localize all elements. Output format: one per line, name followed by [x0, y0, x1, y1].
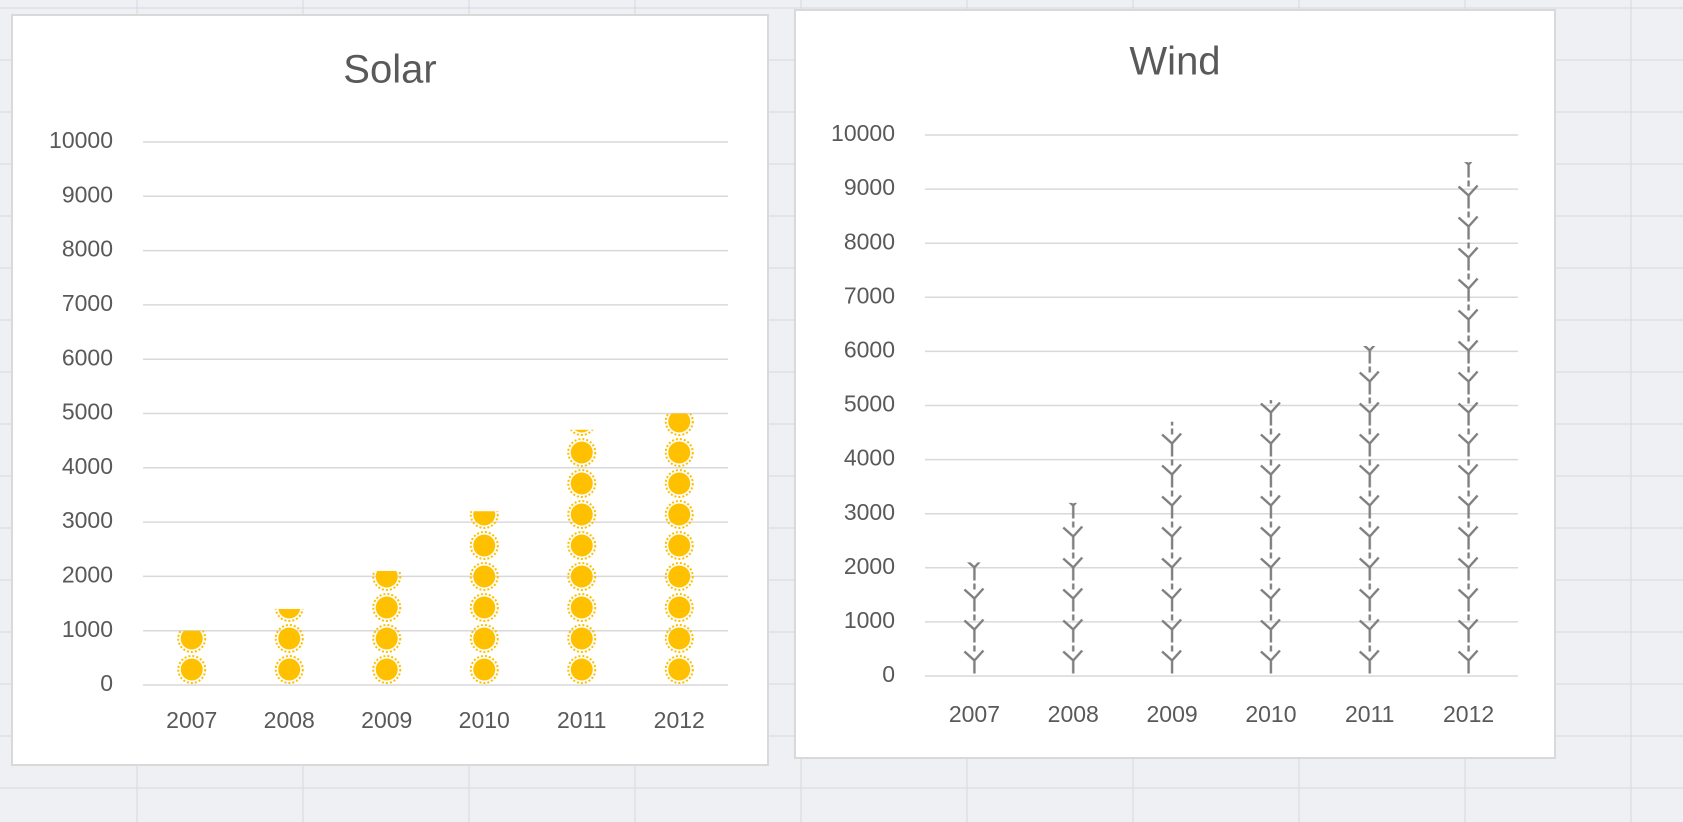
bar — [1345, 345, 1395, 676]
y-tick-label: 7000 — [844, 282, 895, 308]
bar — [1246, 400, 1296, 676]
y-tick-label: 10000 — [831, 120, 895, 146]
y-tick-label: 1000 — [62, 616, 113, 642]
x-tick-label: 2012 — [654, 707, 705, 733]
x-tick-label: 2012 — [1443, 701, 1494, 727]
y-tick-label: 8000 — [844, 228, 895, 254]
y-tick-label: 3000 — [844, 499, 895, 525]
x-tick-label: 2008 — [264, 707, 315, 733]
y-tick-label: 0 — [100, 670, 113, 696]
y-tick-label: 8000 — [62, 236, 113, 262]
y-tick-label: 7000 — [62, 290, 113, 316]
x-tick-label: 2007 — [166, 707, 217, 733]
y-tick-label: 3000 — [62, 507, 113, 533]
x-tick-label: 2009 — [361, 707, 412, 733]
bar — [264, 608, 314, 685]
y-tick-label: 5000 — [844, 391, 895, 417]
y-tick-label: 1000 — [844, 607, 895, 633]
bar — [949, 562, 1000, 676]
y-tick-label: 2000 — [844, 553, 895, 579]
x-tick-label: 2008 — [1048, 701, 1099, 727]
bar — [654, 413, 704, 685]
y-tick-label: 4000 — [62, 453, 113, 479]
chart-title: Solar — [343, 48, 436, 92]
bar — [459, 511, 509, 685]
y-tick-label: 0 — [882, 661, 895, 687]
y-tick-label: 5000 — [62, 399, 113, 425]
bar — [362, 570, 412, 685]
x-tick-label: 2010 — [459, 707, 510, 733]
x-tick-label: 2007 — [949, 701, 1000, 727]
bar — [557, 429, 607, 685]
bar — [1147, 421, 1197, 676]
x-tick-label: 2011 — [557, 707, 606, 733]
y-tick-label: 10000 — [49, 127, 113, 153]
bar — [1443, 162, 1494, 677]
chart-title: Wind — [1129, 40, 1220, 84]
x-tick-label: 2011 — [1345, 701, 1394, 727]
y-tick-label: 9000 — [62, 181, 113, 207]
x-tick-label: 2009 — [1146, 701, 1197, 727]
y-tick-label: 9000 — [844, 174, 895, 200]
bar — [167, 630, 217, 685]
y-tick-label: 4000 — [844, 445, 895, 471]
y-tick-label: 2000 — [62, 561, 113, 587]
bar — [1048, 502, 1098, 676]
y-tick-label: 6000 — [62, 344, 113, 370]
y-tick-label: 6000 — [844, 336, 895, 362]
x-tick-label: 2010 — [1245, 701, 1296, 727]
